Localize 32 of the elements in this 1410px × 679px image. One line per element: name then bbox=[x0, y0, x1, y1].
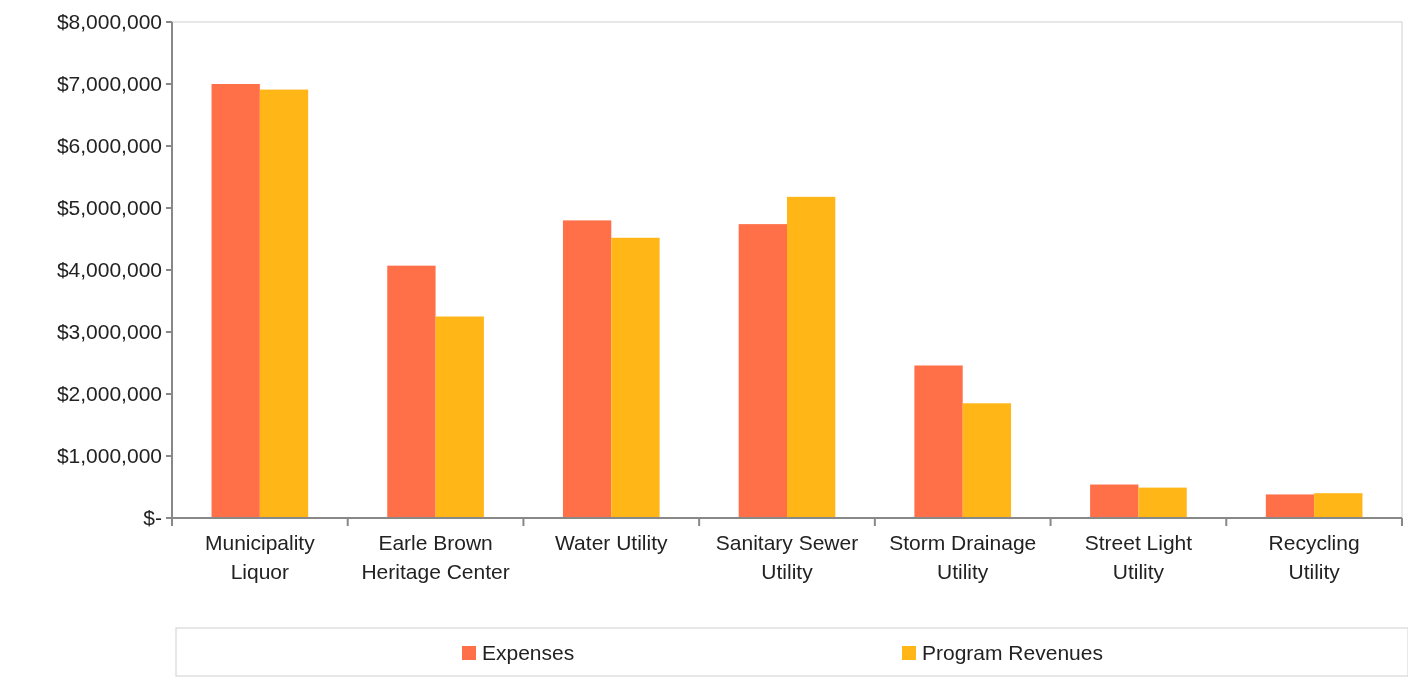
x-tick-label: Municipality Liquor bbox=[205, 531, 316, 583]
x-tick-label: Recycling Utility bbox=[1268, 531, 1360, 583]
bar bbox=[914, 365, 963, 518]
x-tick-label: Street Light Utility bbox=[1084, 531, 1193, 583]
x-tick-label: Water Utility bbox=[555, 531, 668, 554]
bar bbox=[787, 196, 836, 518]
y-tick-label: $3,000,000 bbox=[56, 320, 162, 344]
y-tick-label: $4,000,000 bbox=[56, 258, 162, 282]
bar bbox=[1314, 493, 1363, 518]
y-tick-label: $- bbox=[143, 506, 162, 530]
x-tick-label: Sanitary Sewer Utility bbox=[715, 531, 859, 583]
bar bbox=[1265, 494, 1315, 518]
bar bbox=[435, 316, 484, 518]
y-tick-label: $7,000,000 bbox=[56, 72, 162, 96]
bar bbox=[1138, 487, 1187, 518]
bar bbox=[211, 84, 260, 518]
bar bbox=[738, 224, 787, 518]
bar bbox=[562, 220, 612, 518]
bar bbox=[1090, 484, 1139, 518]
legend-label: Program Revenues bbox=[922, 641, 1103, 665]
x-tick-label: Earle Brown Heritage Center bbox=[361, 531, 510, 583]
y-tick-label: $5,000,000 bbox=[56, 196, 162, 220]
y-tick-label: $6,000,000 bbox=[56, 134, 162, 158]
y-tick-label: $1,000,000 bbox=[56, 444, 162, 468]
x-tick-label: Storm Drainage Utility bbox=[889, 531, 1037, 583]
legend-label: Expenses bbox=[482, 641, 575, 665]
bar bbox=[387, 265, 436, 518]
bar bbox=[611, 237, 660, 518]
bar bbox=[962, 403, 1012, 518]
bar bbox=[259, 89, 309, 518]
y-tick-label: $2,000,000 bbox=[56, 382, 162, 406]
y-tick-label: $8,000,000 bbox=[56, 10, 162, 34]
